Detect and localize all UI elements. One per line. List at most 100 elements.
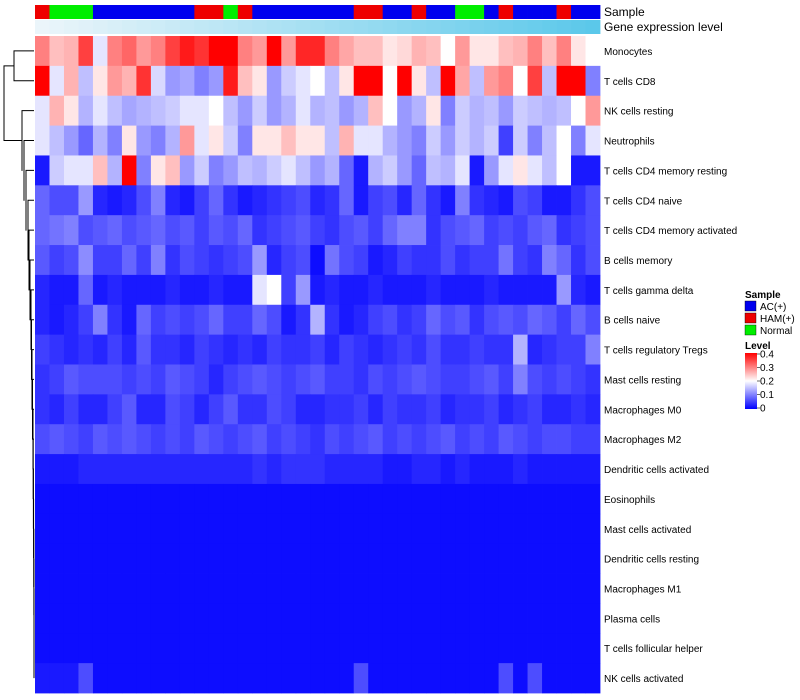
heatmap-cell: [78, 155, 94, 186]
heatmap-cell: [266, 36, 282, 67]
heatmap-cell: [63, 633, 79, 664]
heatmap-cell: [281, 483, 297, 515]
sample-annotation-cell: [498, 5, 514, 19]
heatmap-cell: [368, 454, 384, 485]
heatmap-cell: [513, 364, 528, 395]
heatmap-cell: [223, 454, 239, 485]
heatmap-cell: [484, 394, 499, 425]
heatmap-cell: [179, 543, 195, 574]
heatmap-cell: [165, 454, 181, 485]
dendrogram-branch: [28, 229, 34, 291]
heatmap-cell: [368, 95, 384, 126]
heatmap-cell: [585, 424, 601, 455]
heatmap-cell: [295, 185, 311, 216]
heatmap-cell: [310, 65, 326, 97]
heatmap-cell: [484, 274, 499, 306]
heatmap-cell: [35, 424, 50, 455]
heatmap-cell: [63, 125, 79, 156]
heatmap-cell: [150, 454, 166, 485]
heatmap-cell: [107, 274, 123, 306]
heatmap-cell: [121, 573, 137, 604]
sample-annotation-cell: [165, 5, 181, 19]
heatmap-cell: [324, 95, 340, 126]
heatmap-cell: [324, 185, 340, 216]
heatmap-cell: [527, 483, 543, 515]
heatmap-cell: [237, 65, 253, 97]
heatmap-cell: [353, 125, 369, 156]
heatmap-cell: [107, 155, 123, 186]
row-labels: Monocytes T cells CD8 NK cells resting Neut…: [604, 47, 737, 685]
heatmap-cell: [513, 125, 528, 156]
heatmap-cell: [585, 573, 601, 604]
expression-annotation-cell: [35, 20, 50, 34]
heatmap-cell: [208, 304, 224, 336]
legend-group-label: HAM(+): [760, 314, 795, 325]
heatmap-cell: [281, 36, 297, 67]
heatmap-cell: [324, 245, 340, 276]
heatmap-cell: [426, 155, 442, 186]
heatmap-cell: [92, 304, 108, 336]
heatmap-cell: [397, 543, 413, 574]
heatmap-cell: [281, 364, 297, 395]
heatmap-cell: [136, 573, 152, 604]
expression-annotation-cell: [63, 20, 79, 34]
heatmap-cell: [136, 274, 152, 306]
legend-swatch: [744, 300, 757, 312]
heatmap-cell: [150, 245, 166, 276]
expression-annotation-cell: [78, 20, 94, 34]
heatmap-cell: [339, 483, 355, 515]
heatmap-cell: [484, 633, 499, 664]
heatmap-cell: [324, 125, 340, 156]
heatmap-cell: [469, 304, 485, 336]
heatmap-cell: [252, 513, 268, 545]
heatmap-cell: [368, 364, 384, 395]
heatmap-cell: [469, 215, 485, 246]
heatmap-cell: [382, 394, 398, 425]
heatmap-cell: [397, 185, 413, 216]
heatmap-cell: [208, 483, 224, 515]
heatmap-cell: [266, 424, 282, 455]
heatmap-cell: [194, 483, 210, 515]
expression-annotation-cell: [136, 20, 152, 34]
heatmap-cell: [310, 274, 326, 306]
heatmap-cell: [107, 95, 123, 126]
heatmap-cell: [107, 245, 123, 276]
heatmap-cell: [324, 215, 340, 246]
heatmap-cell: [469, 364, 485, 395]
heatmap-cell: [498, 125, 514, 156]
heatmap-cell: [571, 543, 586, 574]
heatmap-cell: [194, 633, 210, 664]
heatmap-cell: [513, 663, 528, 694]
heatmap-cell: [513, 95, 528, 126]
heatmap-cell: [78, 125, 94, 156]
heatmap-cell: [281, 125, 297, 156]
heatmap-cell: [498, 513, 514, 545]
legend-level-title: Level: [745, 341, 771, 352]
heatmap-cell: [310, 424, 326, 455]
heatmap-cell: [237, 36, 253, 67]
heatmap-cell: [397, 633, 413, 664]
heatmap-cell: [484, 424, 499, 455]
heatmap-cell: [527, 185, 543, 216]
heatmap-cell: [556, 125, 572, 156]
expression-annotation-cell: [92, 20, 108, 34]
heatmap-cell: [252, 334, 268, 365]
heatmap-cell: [571, 364, 586, 395]
heatmap-cell: [49, 364, 65, 395]
heatmap-cell: [513, 65, 528, 97]
heatmap-cell: [266, 454, 282, 485]
heatmap-cell: [455, 573, 471, 604]
heatmap-cell: [295, 483, 311, 515]
expression-annotation-cell: [121, 20, 137, 34]
heatmap-cell: [194, 95, 210, 126]
heatmap-cell: [498, 573, 514, 604]
heatmap-cell: [469, 394, 485, 425]
heatmap-cell: [556, 394, 572, 425]
heatmap-cell: [469, 483, 485, 515]
heatmap-cell: [252, 155, 268, 186]
heatmap-cell: [469, 454, 485, 485]
heatmap-cell: [585, 603, 601, 634]
heatmap-cell: [165, 394, 181, 425]
heatmap-cell: [339, 573, 355, 604]
heatmap-cell: [339, 274, 355, 306]
